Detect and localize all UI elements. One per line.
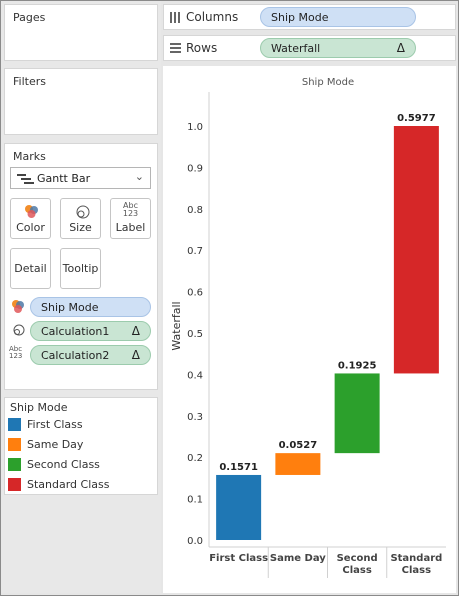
mark-type-label: Gantt Bar xyxy=(37,172,91,185)
color-button-label: Color xyxy=(16,221,45,234)
tooltip-button-label: Tooltip xyxy=(62,262,99,275)
label-icon-text-bottom: 123 xyxy=(122,209,139,218)
rows-pill-label: Waterfall xyxy=(271,42,321,55)
x-category-label: Class xyxy=(342,565,371,576)
x-category-label: Same Day xyxy=(270,553,326,564)
marks-pill-calculation2[interactable]: Calculation2 Δ xyxy=(30,345,151,365)
x-category-label: Standard xyxy=(390,553,442,564)
waterfall-bar[interactable] xyxy=(393,126,439,374)
legend-item-label: First Class xyxy=(27,418,83,431)
rows-pill-waterfall[interactable]: Waterfall Δ xyxy=(260,38,416,58)
delta-icon: Δ xyxy=(131,324,140,338)
color-icon xyxy=(25,205,38,218)
filters-title: Filters xyxy=(13,75,46,88)
marks-pill-ship-mode-label: Ship Mode xyxy=(41,301,99,314)
legend-title: Ship Mode xyxy=(10,401,68,414)
y-tick-label: 1.0 xyxy=(187,122,203,133)
y-tick-label: 0.5 xyxy=(187,329,203,340)
waterfall-bar[interactable] xyxy=(275,453,321,475)
label-encoding-icon-text-top: Abc xyxy=(9,345,23,353)
size-icon xyxy=(76,205,90,219)
bar-data-label: 0.1571 xyxy=(219,462,258,473)
y-tick-label: 0.6 xyxy=(187,288,203,299)
legend-swatch xyxy=(8,478,21,491)
waterfall-bar[interactable] xyxy=(216,474,262,540)
chevron-down-icon: ⌄ xyxy=(134,170,144,183)
y-tick-label: 0.7 xyxy=(187,246,203,257)
pages-title: Pages xyxy=(13,11,46,24)
size-encoding-icon xyxy=(13,324,25,336)
legend-swatch xyxy=(8,458,21,471)
waterfall-chart: Ship Mode Waterfall 0.0 0.1 0.2 0.3 0.4 0.5 0.… xyxy=(170,77,446,578)
y-tick-label: 0.8 xyxy=(187,205,203,216)
chart-title: Ship Mode xyxy=(302,77,354,88)
bar-data-label: 0.0527 xyxy=(279,440,318,451)
mark-type-dropdown[interactable]: Gantt Bar ⌄ xyxy=(10,167,151,189)
detail-button[interactable]: Detail xyxy=(10,248,51,289)
columns-shelf[interactable]: Columns Ship Mode xyxy=(163,4,456,30)
rows-icon xyxy=(170,43,181,53)
waterfall-bar[interactable] xyxy=(334,373,380,454)
columns-pill-ship-mode[interactable]: Ship Mode xyxy=(260,7,416,27)
y-axis-label: Waterfall xyxy=(170,301,183,350)
bar-data-label: 0.1925 xyxy=(338,360,377,371)
legend-item-label: Second Class xyxy=(27,458,100,471)
label-button[interactable]: Abc 123 Label xyxy=(110,198,151,239)
x-category-label: Class xyxy=(402,565,431,576)
y-tick-label: 0.4 xyxy=(187,370,203,381)
y-tick-label: 0.0 xyxy=(187,536,203,547)
x-category-label: Second xyxy=(337,553,378,564)
rows-shelf[interactable]: Rows Waterfall Δ xyxy=(163,35,456,61)
color-encoding-icon xyxy=(12,300,24,313)
marks-pill-calculation2-label: Calculation2 xyxy=(41,349,110,362)
legend-card: Ship Mode First Class Same Day Second Cl… xyxy=(4,397,158,495)
filters-card[interactable]: Filters xyxy=(4,68,158,135)
legend-swatch xyxy=(8,438,21,451)
y-tick-label: 0.2 xyxy=(187,453,203,464)
delta-icon: Δ xyxy=(131,348,140,362)
marks-title: Marks xyxy=(13,150,46,163)
y-tick-label: 0.3 xyxy=(187,412,203,423)
viz-area: Ship Mode Waterfall 0.0 0.1 0.2 0.3 0.4 0.5 0.… xyxy=(163,66,456,593)
marks-pill-calculation1-label: Calculation1 xyxy=(41,325,110,338)
color-button[interactable]: Color xyxy=(10,198,51,239)
marks-pill-ship-mode[interactable]: Ship Mode xyxy=(30,297,151,317)
legend-item-label: Same Day xyxy=(27,438,84,451)
label-encoding-icon: Abc 123 xyxy=(9,346,25,362)
rows-label: Rows xyxy=(186,41,218,55)
x-category-label: First Class xyxy=(209,553,268,564)
columns-icon xyxy=(170,12,180,23)
label-icon: Abc 123 xyxy=(111,202,150,218)
tooltip-button[interactable]: Tooltip xyxy=(60,248,101,289)
columns-pill-label: Ship Mode xyxy=(271,11,329,24)
legend-swatch xyxy=(8,418,21,431)
y-tick-label: 0.9 xyxy=(187,163,203,174)
columns-label: Columns xyxy=(186,10,239,24)
legend-item-label: Standard Class xyxy=(27,478,110,491)
label-button-label: Label xyxy=(115,221,146,234)
size-button-label: Size xyxy=(69,221,92,234)
detail-button-label: Detail xyxy=(14,262,47,275)
bar-data-label: 0.5977 xyxy=(397,113,436,124)
delta-icon: Δ xyxy=(396,41,405,55)
y-tick-label: 0.1 xyxy=(187,495,203,506)
gantt-bar-icon xyxy=(17,174,34,184)
pages-card[interactable]: Pages xyxy=(4,4,158,61)
size-button[interactable]: Size xyxy=(60,198,101,239)
label-encoding-icon-text-bottom: 123 xyxy=(9,352,23,360)
marks-pill-calculation1[interactable]: Calculation1 Δ xyxy=(30,321,151,341)
label-icon-text-top: Abc xyxy=(123,201,138,210)
